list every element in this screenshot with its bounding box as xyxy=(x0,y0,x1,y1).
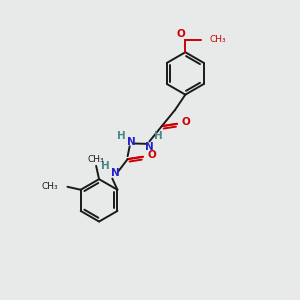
Text: H: H xyxy=(117,130,126,141)
Text: CH₃: CH₃ xyxy=(88,155,104,164)
Text: N: N xyxy=(127,137,136,147)
Text: O: O xyxy=(182,117,190,127)
Text: N: N xyxy=(145,142,154,152)
Text: CH₃: CH₃ xyxy=(42,182,58,191)
Text: CH₃: CH₃ xyxy=(209,35,226,44)
Text: H: H xyxy=(101,160,110,171)
Text: N: N xyxy=(111,168,120,178)
Text: H: H xyxy=(154,131,163,141)
Text: O: O xyxy=(177,29,186,39)
Text: O: O xyxy=(147,150,156,160)
